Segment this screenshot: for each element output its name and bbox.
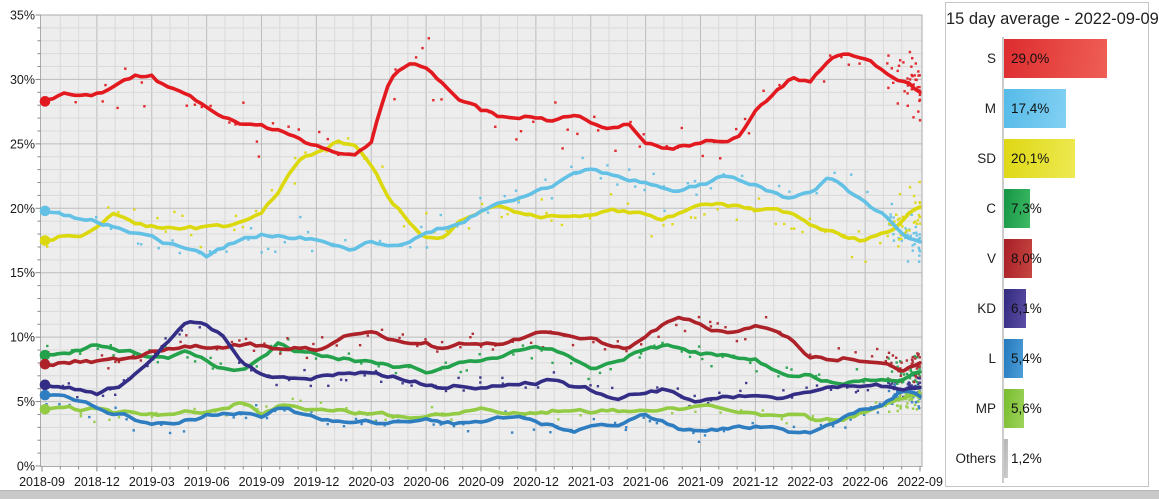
party-value: 5,4%	[1011, 351, 1042, 366]
bottom-edge-strip	[0, 490, 1159, 499]
start-dot-KD	[39, 379, 51, 391]
legend-row-Others: Others 1,2%	[946, 439, 1148, 478]
legend-row-S: S 29,0%	[946, 39, 1148, 78]
legend-row-L: L 5,4%	[946, 339, 1148, 378]
x-tick-label: 2021-06	[623, 475, 669, 489]
legend-row-SD: SD 20,1%	[946, 139, 1148, 178]
legend-row-MP: MP 5,6%	[946, 389, 1148, 428]
line-MP	[41, 392, 922, 423]
x-tick-label: 2022-06	[842, 475, 888, 489]
y-tick-label: 35%	[10, 9, 35, 23]
start-dot-MP	[39, 404, 51, 415]
start-dot-V	[39, 358, 51, 370]
party-label: L	[988, 351, 996, 366]
x-tick-label: 2019-09	[239, 475, 285, 489]
start-dots	[39, 96, 51, 415]
y-axis-labels: 0% 5% 10% 15% 20% 25% 30% 35%	[10, 9, 35, 474]
party-bar	[1004, 339, 1024, 378]
line-L	[41, 389, 922, 435]
party-label: SD	[977, 151, 996, 166]
y-tick-label: 0%	[17, 460, 35, 474]
line-KD	[41, 320, 922, 404]
line-S	[41, 52, 922, 157]
start-dot-C	[39, 349, 51, 361]
start-dot-SD	[39, 235, 51, 246]
y-tick-label: 25%	[10, 137, 35, 151]
party-bar	[1004, 189, 1030, 228]
average-lines	[41, 52, 922, 435]
legend-row-C: C 7,3%	[946, 189, 1148, 228]
x-tick-label: 2021-03	[568, 475, 614, 489]
party-label: M	[984, 101, 996, 116]
party-bar	[1004, 89, 1066, 128]
x-tick-label: 2020-06	[403, 475, 449, 489]
party-label: V	[986, 251, 996, 266]
y-tick-label: 30%	[10, 73, 35, 87]
line-C	[41, 341, 922, 387]
x-tick-label: 2020-03	[348, 475, 394, 489]
x-tick-label: 2020-09	[458, 475, 504, 489]
x-tick-label: 2019-06	[184, 475, 230, 489]
x-tick-label: 2020-12	[513, 475, 559, 489]
y-tick-label: 15%	[10, 266, 35, 280]
start-dot-L	[39, 389, 51, 401]
party-bar	[1004, 439, 1009, 478]
legend-row-M: M 17,4%	[946, 89, 1148, 128]
party-value: 20,1%	[1011, 151, 1050, 166]
party-bar	[1004, 139, 1076, 178]
x-tick-label: 2022-03	[787, 475, 833, 489]
polling-trend-chart: 0% 5% 10% 15% 20% 25% 30% 35% 2018-09 2018-12 2019…	[10, 9, 943, 490]
x-tick-label: 2019-03	[129, 475, 175, 489]
legend-axis-line	[1002, 37, 1004, 483]
party-bar	[1004, 239, 1033, 278]
x-tick-label: 2018-09	[19, 475, 65, 489]
legend-title: 15 day average - 2022-09-09	[946, 10, 1159, 28]
party-label: Others	[955, 451, 996, 466]
party-value: 6,1%	[1011, 301, 1042, 316]
party-value: 17,4%	[1011, 101, 1050, 116]
y-tick-label: 10%	[10, 331, 35, 345]
x-tick-label: 2018-12	[74, 475, 120, 489]
party-bar	[1004, 289, 1026, 328]
party-value: 5,6%	[1011, 401, 1042, 416]
y-tick-label: 20%	[10, 202, 35, 216]
x-tick-label: 2019-12	[293, 475, 339, 489]
x-tick-label: 2021-12	[732, 475, 778, 489]
party-value: 1,2%	[1011, 451, 1042, 466]
x-tick-label: 2021-09	[678, 475, 724, 489]
party-bar	[1004, 39, 1107, 78]
axis-ticks	[35, 14, 921, 472]
party-value: 29,0%	[1011, 51, 1050, 66]
party-label: KD	[977, 301, 996, 316]
legend-row-KD: KD 6,1%	[946, 289, 1148, 328]
party-label: S	[986, 51, 996, 66]
x-axis-labels: 2018-09 2018-12 2019-03 2019-06 2019-09 2019-…	[19, 475, 943, 489]
start-dot-M	[39, 205, 51, 217]
line-V	[41, 315, 922, 373]
party-label: C	[986, 201, 996, 216]
legend-row-V: V 8,0%	[946, 239, 1148, 278]
party-value: 8,0%	[1011, 251, 1042, 266]
y-tick-label: 5%	[17, 395, 35, 409]
line-M	[41, 167, 922, 259]
party-value: 7,3%	[1011, 201, 1042, 216]
start-dot-S	[39, 96, 51, 107]
party-label: MP	[975, 401, 996, 416]
x-tick-label: 2022-09	[897, 475, 943, 489]
legend-panel: 15 day average - 2022-09-09 S 29,0% M 17,4%…	[945, 2, 1159, 487]
party-bar	[1004, 389, 1024, 428]
